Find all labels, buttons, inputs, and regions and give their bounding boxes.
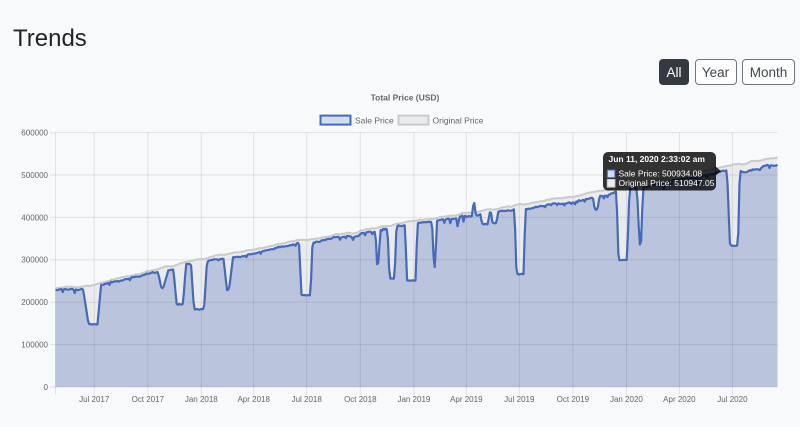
svg-text:Oct 2019: Oct 2019	[557, 395, 590, 404]
svg-text:Jan 2018: Jan 2018	[185, 395, 218, 404]
svg-text:600000: 600000	[21, 129, 48, 138]
svg-text:500000: 500000	[21, 171, 48, 180]
svg-text:Original Price: 510947.05: Original Price: 510947.05	[619, 178, 715, 188]
svg-text:Sale Price: 500934.08: Sale Price: 500934.08	[619, 168, 703, 178]
svg-text:Apr 2019: Apr 2019	[450, 395, 483, 404]
svg-text:300000: 300000	[21, 256, 48, 265]
svg-text:Jul 2018: Jul 2018	[292, 395, 323, 404]
svg-text:Jul 2019: Jul 2019	[504, 395, 535, 404]
svg-text:Total Price (USD): Total Price (USD)	[371, 92, 440, 102]
svg-text:200000: 200000	[21, 298, 48, 307]
svg-text:Jul 2017: Jul 2017	[79, 395, 110, 404]
svg-text:Oct 2017: Oct 2017	[132, 395, 165, 404]
svg-text:Jul 2020: Jul 2020	[717, 395, 748, 404]
svg-text:Apr 2018: Apr 2018	[237, 395, 270, 404]
svg-text:Jan 2020: Jan 2020	[610, 395, 643, 404]
svg-text:Original Price: Original Price	[433, 115, 484, 125]
svg-text:100000: 100000	[21, 341, 48, 350]
svg-text:Oct 2018: Oct 2018	[344, 395, 377, 404]
svg-text:Jan 2019: Jan 2019	[397, 395, 430, 404]
svg-text:0: 0	[44, 383, 49, 392]
svg-text:Jun 11, 2020 2:33:02 am: Jun 11, 2020 2:33:02 am	[609, 154, 706, 164]
svg-text:Apr 2020: Apr 2020	[663, 395, 696, 404]
svg-text:400000: 400000	[21, 213, 48, 222]
svg-text:Sale Price: Sale Price	[355, 115, 394, 125]
